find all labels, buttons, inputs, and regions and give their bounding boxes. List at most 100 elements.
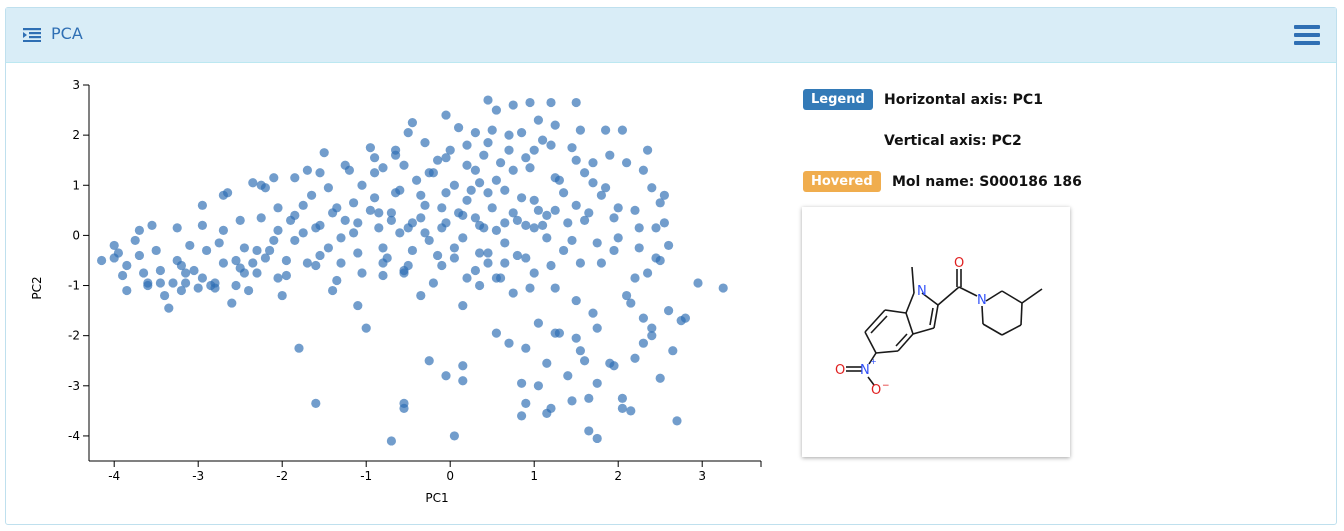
scatter-point[interactable] [458,210,468,220]
scatter-point[interactable] [323,183,333,193]
scatter-point[interactable] [634,223,644,233]
scatter-point[interactable] [563,371,573,381]
scatter-point[interactable] [550,328,560,338]
scatter-point[interactable] [609,245,619,256]
scatter-point[interactable] [407,245,417,256]
scatter-point[interactable] [403,128,413,138]
scatter-point[interactable] [386,436,396,446]
scatter-point[interactable] [399,268,409,278]
scatter-point[interactable] [378,270,388,281]
scatter-point[interactable] [407,118,417,128]
scatter-point[interactable] [622,158,632,168]
scatter-point[interactable] [336,258,346,268]
scatter-point[interactable] [365,143,375,153]
scatter-point[interactable] [647,331,657,341]
scatter-point[interactable] [370,153,380,163]
scatter-point[interactable] [659,218,670,228]
scatter-point[interactable] [462,195,472,205]
scatter-point[interactable] [546,97,556,108]
scatter-point[interactable] [155,278,165,288]
scatter-point[interactable] [655,198,665,208]
scatter-point[interactable] [130,235,140,246]
scatter-point[interactable] [441,153,451,163]
scatter-point[interactable] [172,223,182,233]
scatter-point[interactable] [134,225,144,235]
scatter-point[interactable] [483,138,493,148]
scatter-point[interactable] [391,145,401,155]
scatter-point[interactable] [546,140,556,150]
scatter-point[interactable] [592,433,602,444]
scatter-point[interactable] [424,356,434,366]
scatter-point[interactable] [617,125,628,135]
scatter-point[interactable] [630,205,640,215]
scatter-point[interactable] [504,338,514,348]
scatter-point[interactable] [567,396,577,406]
scatter-point[interactable] [122,260,132,271]
hamburger-menu-icon[interactable] [1294,23,1320,47]
scatter-point[interactable] [118,270,128,281]
scatter-point[interactable] [584,393,594,403]
scatter-point[interactable] [378,163,388,173]
scatter-point[interactable] [197,220,207,230]
scatter-point[interactable] [113,248,123,258]
scatter-point[interactable] [550,205,560,215]
scatter-point[interactable] [374,223,384,233]
scatter-point[interactable] [475,280,485,291]
scatter-point[interactable] [416,190,426,200]
scatter-point[interactable] [328,285,338,296]
scatter-point[interactable] [529,223,539,233]
scatter-point[interactable] [504,130,514,140]
scatter-point[interactable] [622,290,632,301]
scatter-point[interactable] [634,243,644,253]
scatter-point[interactable] [445,145,455,155]
scatter-point[interactable] [546,403,556,413]
scatter-point[interactable] [252,245,262,256]
scatter-point[interactable] [559,245,569,256]
scatter-point[interactable] [139,268,149,278]
scatter-point[interactable] [546,260,556,271]
scatter-point[interactable] [517,411,527,421]
scatter-point[interactable] [479,223,489,233]
scatter-point[interactable] [147,220,157,230]
scatter-point[interactable] [693,278,703,288]
scatter-point[interactable] [601,183,611,193]
scatter-point[interactable] [617,393,628,403]
scatter-point[interactable] [273,273,283,283]
scatter-point[interactable] [680,313,691,323]
scatter-point[interactable] [533,205,544,215]
scatter-point[interactable] [235,215,245,225]
scatter-point[interactable] [223,188,233,198]
scatter-point[interactable] [655,373,665,383]
scatter-point[interactable] [458,300,468,311]
scatter-point[interactable] [332,275,342,286]
scatter-point[interactable] [483,258,493,268]
scatter-point[interactable] [630,353,640,363]
scatter-point[interactable] [449,180,459,190]
scatter-point[interactable] [512,215,523,225]
scatter-point[interactable] [588,308,598,318]
scatter-point[interactable] [290,210,300,220]
scatter-point[interactable] [470,265,480,276]
scatter-point[interactable] [248,178,258,188]
scatter-point[interactable] [218,225,228,235]
scatter-point[interactable] [664,240,674,251]
scatter-point[interactable] [592,378,602,388]
scatter-point[interactable] [239,268,249,278]
scatter-point[interactable] [554,175,565,185]
scatter-point[interactable] [218,258,228,268]
scatter-point[interactable] [596,258,607,268]
scatter-point[interactable] [462,160,472,170]
scatter-point[interactable] [231,255,241,266]
scatter-point[interactable] [462,273,472,283]
scatter-point[interactable] [491,328,501,338]
scatter-point[interactable] [613,233,623,243]
scatter-point[interactable] [571,97,581,108]
scatter-point[interactable] [399,403,409,413]
scatter-point[interactable] [353,300,363,311]
scatter-point[interactable] [260,183,270,193]
scatter-point[interactable] [302,258,312,268]
scatter-point[interactable] [407,218,417,228]
scatter-point[interactable] [643,145,653,155]
scatter-point[interactable] [588,158,598,168]
scatter-point[interactable] [370,168,380,178]
